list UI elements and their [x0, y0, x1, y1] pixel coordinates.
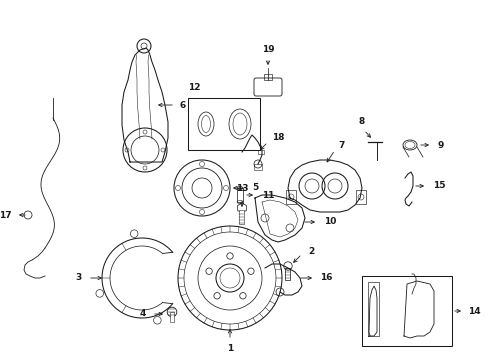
- Text: 15: 15: [432, 181, 445, 190]
- Text: 8: 8: [358, 117, 365, 126]
- Text: 17: 17: [0, 211, 12, 220]
- Text: 16: 16: [319, 274, 332, 283]
- Text: 10: 10: [324, 217, 336, 226]
- Bar: [187, 98, 260, 150]
- Text: 1: 1: [226, 344, 233, 353]
- Ellipse shape: [198, 112, 214, 136]
- Ellipse shape: [232, 113, 246, 135]
- Bar: [285, 268, 290, 280]
- Text: 9: 9: [437, 140, 444, 149]
- Bar: [237, 188, 243, 202]
- Text: 13: 13: [235, 184, 248, 193]
- Text: 7: 7: [337, 141, 344, 150]
- Text: 12: 12: [187, 83, 200, 92]
- Text: 3: 3: [76, 274, 82, 283]
- Bar: [285, 190, 295, 204]
- Bar: [253, 164, 262, 170]
- Text: 6: 6: [180, 100, 186, 109]
- Ellipse shape: [201, 116, 210, 132]
- Text: 11: 11: [262, 190, 274, 199]
- Text: 5: 5: [251, 184, 258, 193]
- Bar: [361, 276, 451, 346]
- Text: 4: 4: [140, 310, 146, 319]
- Bar: [258, 150, 264, 154]
- Text: 19: 19: [261, 45, 274, 54]
- Text: 18: 18: [271, 134, 284, 143]
- Text: 2: 2: [307, 247, 314, 256]
- Bar: [264, 74, 271, 80]
- Bar: [170, 312, 174, 322]
- Ellipse shape: [228, 109, 250, 139]
- Text: 14: 14: [467, 306, 480, 315]
- Bar: [355, 190, 365, 204]
- Bar: [239, 210, 244, 224]
